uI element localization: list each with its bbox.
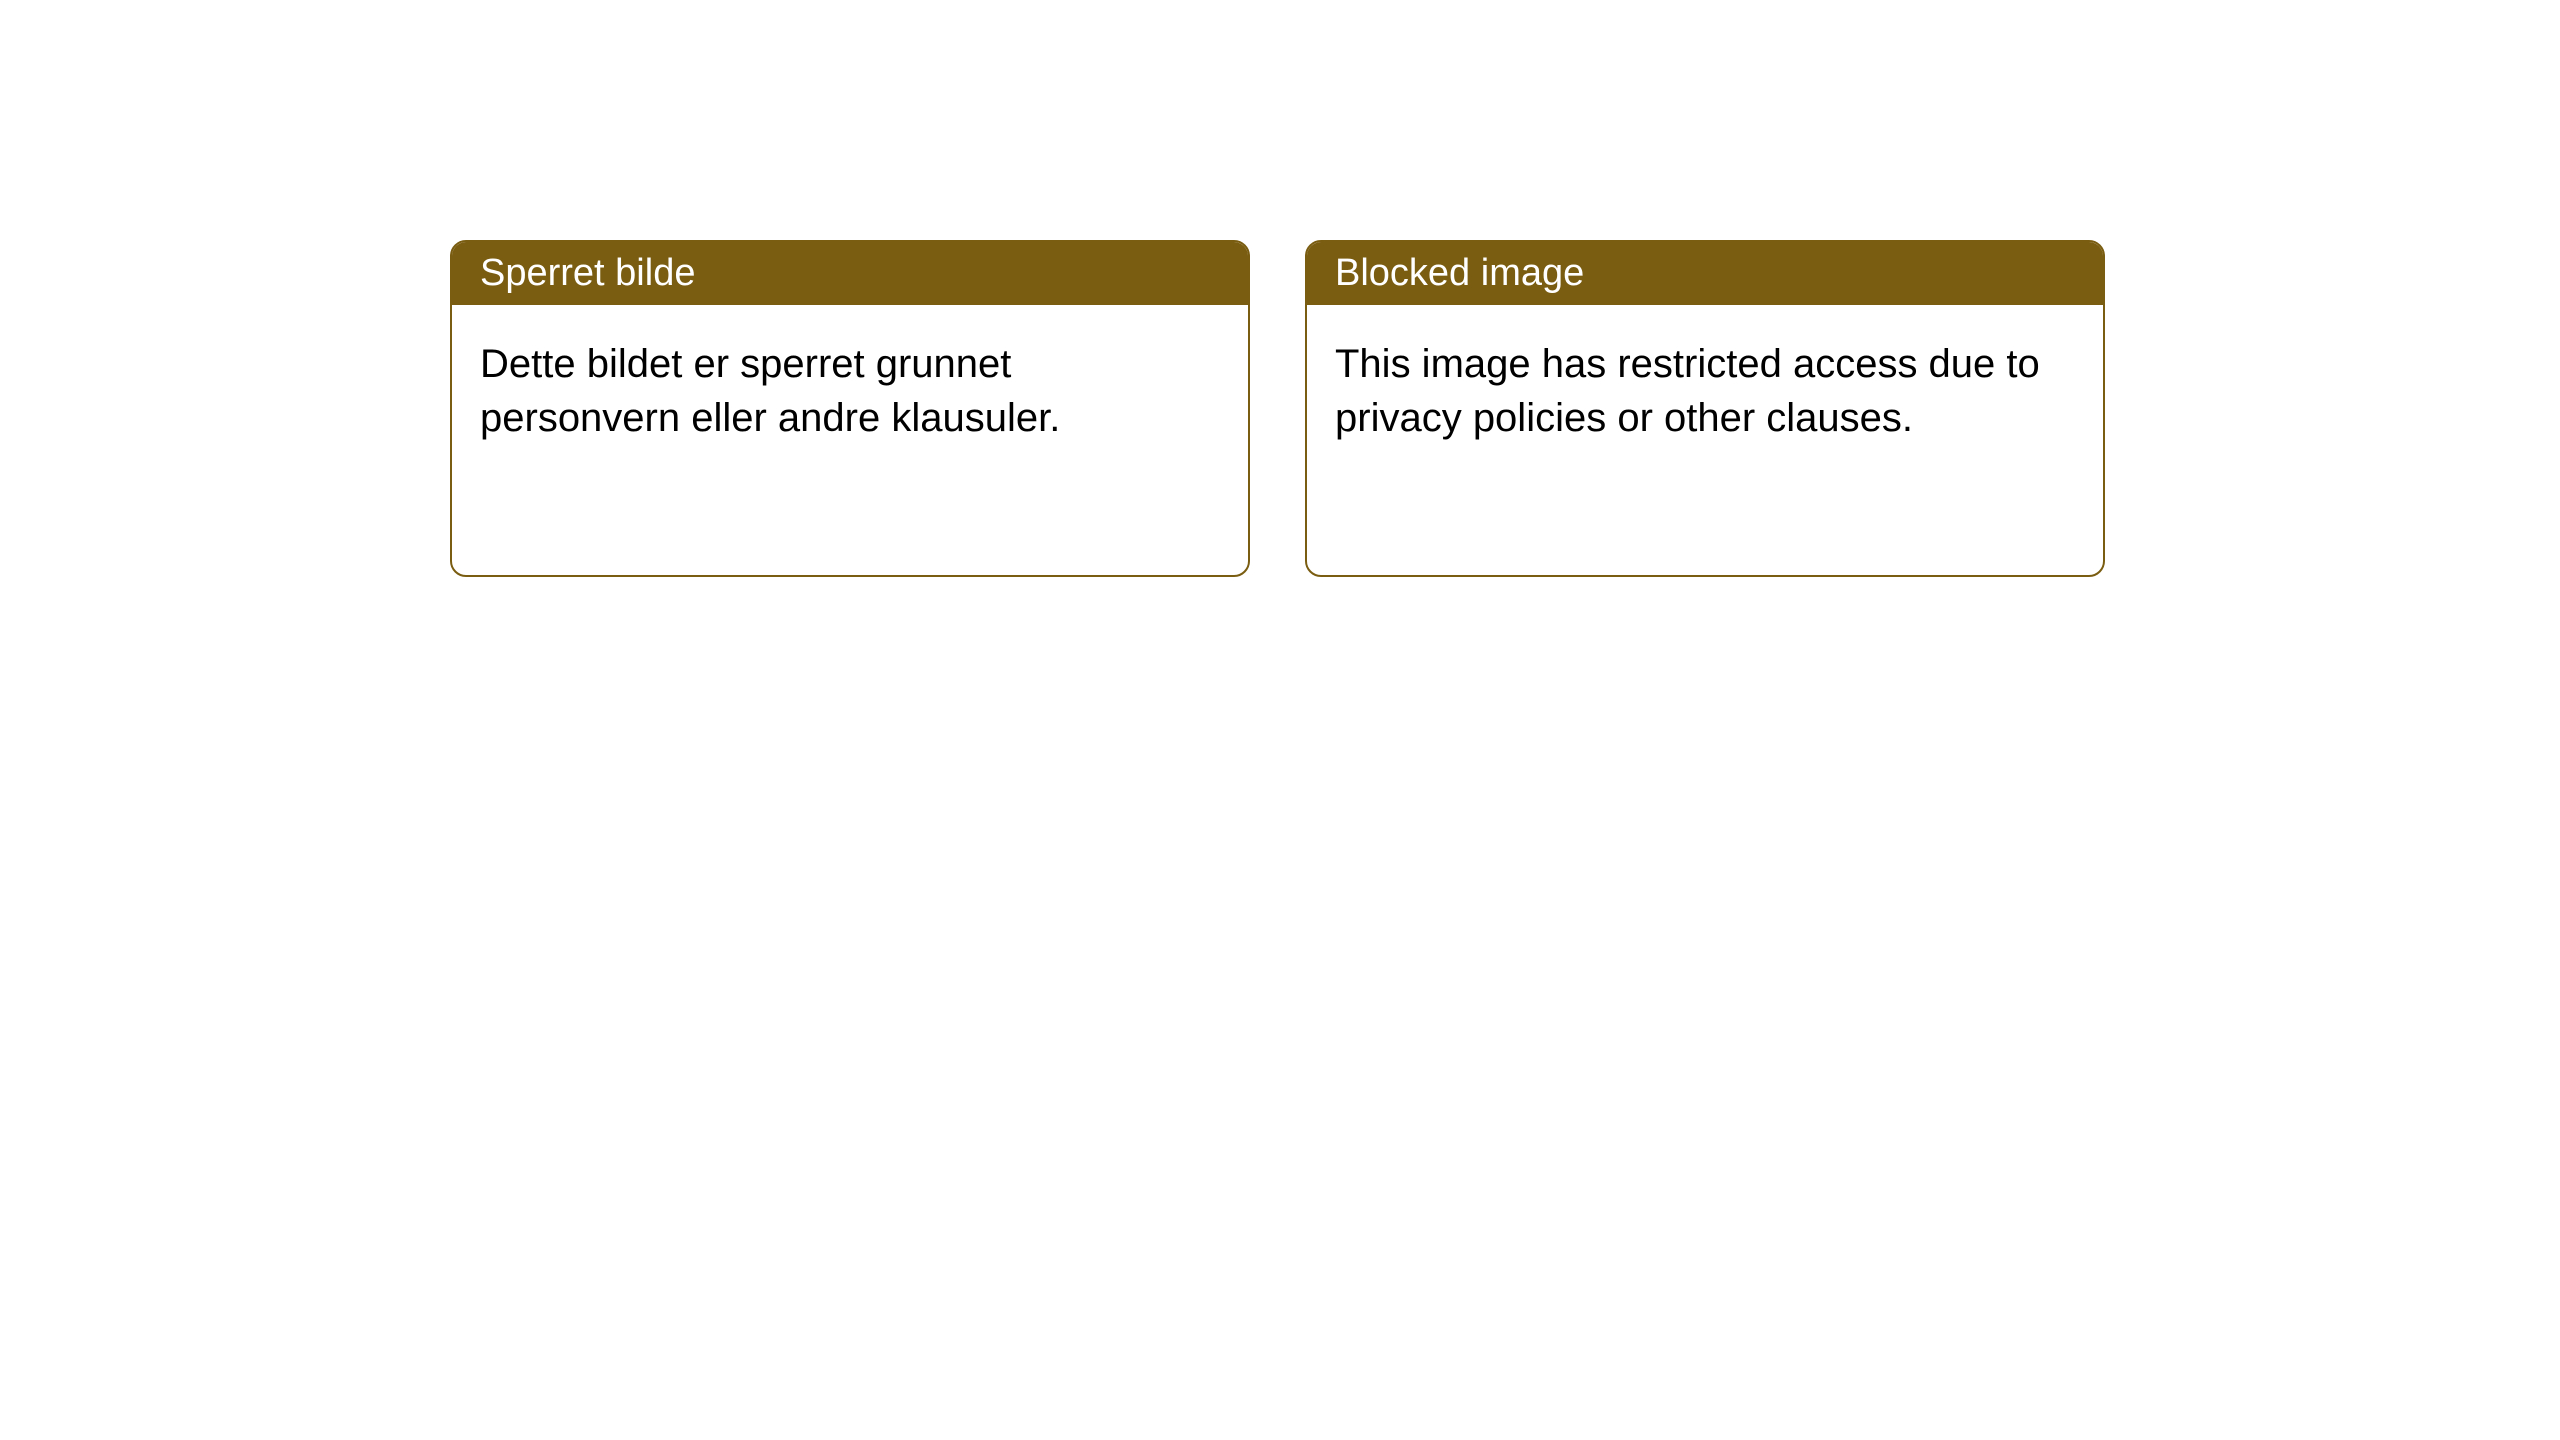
card-header-no: Sperret bilde — [452, 242, 1248, 305]
blocked-image-card-no: Sperret bilde Dette bildet er sperret gr… — [450, 240, 1250, 577]
card-body-en: This image has restricted access due to … — [1307, 305, 2103, 575]
card-body-text-no: Dette bildet er sperret grunnet personve… — [480, 342, 1060, 440]
card-header-en: Blocked image — [1307, 242, 2103, 305]
info-cards-container: Sperret bilde Dette bildet er sperret gr… — [450, 240, 2105, 577]
card-body-text-en: This image has restricted access due to … — [1335, 342, 2040, 440]
card-title-en: Blocked image — [1335, 252, 1584, 294]
card-title-no: Sperret bilde — [480, 252, 695, 294]
card-body-no: Dette bildet er sperret grunnet personve… — [452, 305, 1248, 575]
blocked-image-card-en: Blocked image This image has restricted … — [1305, 240, 2105, 577]
